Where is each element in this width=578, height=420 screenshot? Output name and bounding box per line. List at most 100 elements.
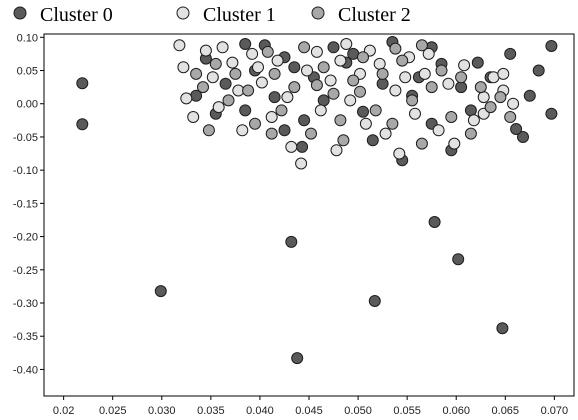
x-axis: 0.02 0.025 0.030 0.035 0.040 0.045 0.050 0.055 0… <box>53 396 568 417</box>
scatter-point-cluster-1 <box>199 44 212 57</box>
scatter-point-cluster-1 <box>187 111 200 123</box>
x-tick-label: 0.030 <box>148 405 176 417</box>
scatter-point-cluster-0 <box>317 94 330 107</box>
scatter-point-cluster-1 <box>340 38 353 50</box>
scatter-point-cluster-2 <box>504 111 517 123</box>
scatter-point-cluster-1 <box>285 140 298 153</box>
scatter-point-cluster-2 <box>354 85 366 98</box>
scatter-point-cluster-0 <box>452 253 465 266</box>
y-tick-label: -0.30 <box>13 298 38 310</box>
scatter-point-cluster-1 <box>180 92 193 105</box>
scatter-point-cluster-2 <box>298 41 311 54</box>
scatter-point-cluster-1 <box>399 71 412 84</box>
scatter-point-cluster-2 <box>268 67 281 80</box>
x-tick-label: 0.035 <box>197 405 225 417</box>
scatter-point-cluster-2 <box>474 81 487 94</box>
scatter-point-cluster-0 <box>471 56 484 69</box>
scatter-point-cluster-1 <box>330 144 343 157</box>
x-tick-label: 0.045 <box>295 405 323 417</box>
scatter-point-cluster-2 <box>317 61 330 74</box>
scatter-point-cluster-1 <box>216 41 229 54</box>
scatter-point-cluster-0 <box>76 77 89 90</box>
scatter-point-cluster-1 <box>497 67 510 80</box>
scatter-point-cluster-2 <box>464 127 477 140</box>
y-tick-label: -0.15 <box>13 198 38 210</box>
scatter-point-cluster-0 <box>357 105 369 118</box>
y-tick-label: -0.05 <box>13 132 38 144</box>
scatter-point-cluster-0 <box>239 104 252 117</box>
scatter-point-cluster-1 <box>310 45 323 58</box>
scatter-point-cluster-2 <box>190 67 203 80</box>
scatter-point-cluster-0 <box>517 131 529 143</box>
scatter-point-cluster-2 <box>347 74 360 87</box>
scatter-point-cluster-0 <box>376 77 389 90</box>
scatter-point-cluster-1 <box>389 84 402 97</box>
scatter-point-cluster-1 <box>314 104 327 117</box>
scatter-point-cluster-2 <box>455 71 468 84</box>
scatter-point-cluster-1 <box>236 124 249 137</box>
scatter-point-cluster-1 <box>265 111 278 123</box>
x-tick-label: 0.040 <box>246 405 274 417</box>
scatter-point-cluster-0 <box>496 322 509 335</box>
scatter-point-cluster-2 <box>435 64 448 77</box>
scatter-point-cluster-2 <box>202 124 215 137</box>
scatter-point-cluster-2 <box>386 117 399 130</box>
scatter-point-cluster-2 <box>415 39 428 52</box>
y-tick-label: -0.40 <box>13 364 38 376</box>
scatter-point-cluster-0 <box>154 285 167 298</box>
scatter-point-cluster-2 <box>310 79 323 92</box>
scatter-point-cluster-1 <box>271 54 284 67</box>
scatter-point-cluster-2 <box>484 101 497 114</box>
scatter-point-cluster-1 <box>246 47 259 60</box>
scatter-point-cluster-2 <box>396 54 409 67</box>
scatter-point-cluster-2 <box>288 81 301 94</box>
scatter-point-cluster-1 <box>301 64 313 77</box>
scatter-point-cluster-0 <box>545 107 558 120</box>
scatter-point-cluster-0 <box>455 81 468 94</box>
scatter-point-cluster-0 <box>368 295 381 307</box>
scatter-point-cluster-2 <box>261 45 274 58</box>
x-tick-label: 0.02 <box>53 405 74 417</box>
scatter-point-cluster-1 <box>432 124 445 137</box>
scatter-point-cluster-0 <box>523 89 536 102</box>
scatter-point-cluster-2 <box>265 127 278 140</box>
legend-label-cluster-2: Cluster 2 <box>338 4 411 26</box>
scatter-point-cluster-1 <box>373 57 386 70</box>
scatter-point-cluster-0 <box>239 38 252 50</box>
scatter-point-cluster-2 <box>406 94 419 107</box>
scatter-point-cluster-1 <box>206 71 219 84</box>
scatter-point-cluster-2 <box>415 137 428 150</box>
scatter-point-cluster-2 <box>376 67 389 80</box>
scatter-point-cluster-1 <box>379 127 392 140</box>
scatter-point-cluster-2 <box>425 81 438 94</box>
scatter-point-cluster-0 <box>545 40 558 52</box>
scatter-point-cluster-2 <box>327 87 340 100</box>
x-tick-label: 0.055 <box>393 405 421 417</box>
scatter-point-cluster-1 <box>418 67 431 80</box>
scatter-point-cluster-1 <box>458 59 471 72</box>
scatter-point-cluster-2 <box>229 67 242 80</box>
scatter-point-cluster-0 <box>428 216 441 228</box>
y-tick-label: 0.05 <box>17 66 38 78</box>
legend: Cluster 0 Cluster 1 Cluster 2 <box>13 4 411 26</box>
scatter-point-cluster-0 <box>219 77 232 90</box>
y-tick-label: -0.20 <box>13 232 38 244</box>
scatter-point-cluster-0 <box>291 352 304 365</box>
scatter-point-cluster-1 <box>393 147 406 160</box>
scatter-point-cluster-1 <box>255 76 268 89</box>
scatter-point-cluster-0 <box>285 235 298 248</box>
scatter-point-cluster-0 <box>366 134 379 147</box>
scatter-point-cluster-2 <box>445 111 458 123</box>
scatter-point-cluster-2 <box>389 42 402 55</box>
scatter-point-cluster-0 <box>532 64 545 77</box>
x-tick-label: 0.070 <box>541 405 569 417</box>
scatter-point-cluster-2 <box>357 51 369 64</box>
scatter-point-cluster-1 <box>212 101 225 114</box>
x-tick-label: 0.060 <box>442 405 470 417</box>
scatter-point-cluster-0 <box>464 104 477 117</box>
scatter-point-cluster-0 <box>510 123 523 135</box>
scatter-point-cluster-0 <box>76 118 89 131</box>
scatter-point-cluster-1 <box>334 54 347 67</box>
plot-points <box>76 36 558 365</box>
